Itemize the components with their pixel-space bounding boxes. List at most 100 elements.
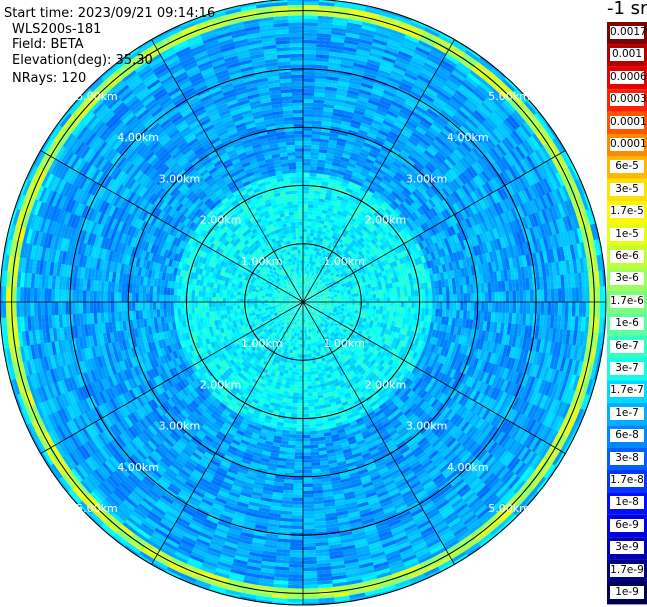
beta-cell — [449, 294, 454, 303]
beta-cell — [312, 211, 318, 216]
beta-cell — [462, 310, 468, 320]
beta-cell — [303, 235, 307, 240]
beta-cell — [546, 123, 558, 140]
beta-cell — [391, 282, 397, 289]
beta-cell — [356, 225, 363, 232]
beta-cell — [331, 193, 338, 200]
beta-cell — [438, 309, 443, 318]
beta-cell — [593, 239, 601, 257]
beta-cell — [399, 81, 414, 91]
beta-cell — [401, 78, 415, 88]
beta-cell — [445, 309, 450, 318]
beta-cell — [567, 199, 576, 216]
beta-cell — [386, 306, 391, 312]
beta-cell — [404, 198, 413, 207]
beta-cell — [362, 240, 369, 247]
beta-cell — [335, 267, 340, 272]
beta-cell — [312, 116, 323, 122]
beta-cell — [303, 148, 312, 152]
beta-cell — [545, 176, 556, 192]
beta-cell — [384, 49, 399, 58]
beta-cell — [495, 226, 503, 239]
beta-cell — [340, 293, 345, 297]
beta-cell — [303, 291, 305, 296]
beta-cell — [481, 302, 485, 313]
beta-cell — [347, 15, 365, 22]
beta-cell — [391, 190, 400, 199]
beta-cell — [566, 245, 573, 261]
beta-cell — [317, 205, 324, 210]
beta-cell — [335, 213, 342, 220]
beta-cell — [402, 126, 414, 136]
beta-cell — [303, 172, 311, 177]
beta-cell — [322, 174, 331, 179]
beta-cell — [465, 75, 480, 88]
beta-cell — [384, 208, 393, 216]
beta-cell — [436, 249, 443, 259]
beta-cell — [459, 285, 464, 295]
beta-cell — [475, 200, 484, 213]
beta-cell — [506, 151, 518, 166]
beta-cell — [355, 208, 363, 215]
beta-cell — [312, 208, 319, 213]
beta-cell — [351, 296, 356, 300]
beta-cell — [443, 238, 451, 248]
beta-cell — [445, 286, 450, 295]
beta-cell — [449, 180, 459, 192]
beta-cell — [441, 263, 447, 273]
beta-cell — [556, 247, 563, 263]
beta-cell — [512, 244, 519, 258]
beta-cell — [438, 148, 450, 160]
beta-cell — [346, 286, 351, 291]
beta-cell — [403, 160, 414, 170]
beta-cell — [462, 52, 479, 65]
beta-cell — [315, 64, 329, 70]
beta-cell — [419, 36, 436, 47]
beta-cell — [442, 85, 456, 96]
beta-cell — [312, 254, 316, 259]
beta-cell — [402, 268, 408, 276]
beta-cell — [406, 216, 414, 225]
beta-cell — [440, 175, 451, 186]
beta-cell — [417, 172, 427, 182]
beta-cell — [450, 117, 463, 129]
beta-cell — [315, 176, 324, 182]
beta-cell — [396, 215, 404, 224]
beta-cell — [483, 208, 492, 221]
beta-cell — [536, 196, 545, 212]
beta-cell — [446, 236, 454, 247]
beta-cell — [415, 46, 431, 57]
beta-cell — [303, 113, 314, 117]
beta-cell — [313, 229, 319, 234]
beta-cell — [510, 208, 519, 222]
beta-cell — [358, 202, 367, 209]
beta-cell — [352, 284, 358, 289]
beta-cell — [366, 229, 373, 236]
beta-cell — [337, 170, 346, 176]
beta-cell — [383, 188, 392, 197]
beta-cell — [366, 174, 376, 182]
beta-cell — [409, 203, 418, 213]
beta-cell — [428, 288, 433, 296]
beta-cell — [382, 293, 387, 299]
beta-cell — [348, 196, 356, 203]
beta-cell — [345, 29, 362, 36]
beta-cell — [413, 219, 421, 229]
beta-cell — [476, 158, 488, 172]
beta-cell — [393, 254, 399, 262]
beta-cell — [344, 172, 353, 179]
beta-cell — [303, 200, 309, 205]
beta-cell — [460, 209, 469, 220]
beta-cell — [389, 287, 394, 294]
beta-cell — [363, 284, 369, 290]
beta-cell — [341, 53, 357, 60]
beta-cell — [425, 295, 429, 303]
beta-cell — [319, 145, 329, 151]
beta-cell — [440, 87, 454, 99]
beta-cell — [462, 284, 468, 295]
beta-cell — [424, 211, 433, 221]
beta-cell — [320, 131, 331, 137]
beta-cell — [538, 251, 545, 265]
beta-cell — [343, 194, 351, 200]
beta-cell — [314, 71, 328, 77]
